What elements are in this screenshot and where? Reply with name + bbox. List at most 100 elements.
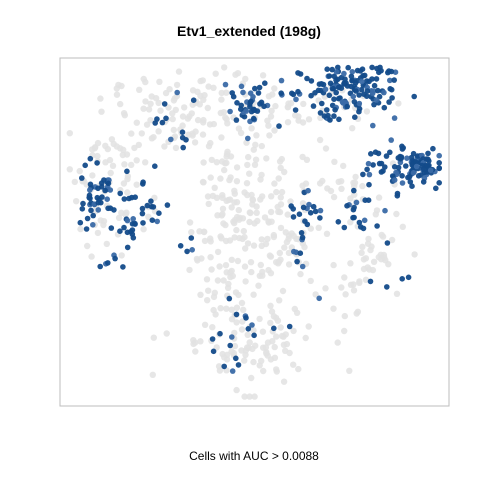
background-cell-point — [305, 116, 313, 123]
selected-cell-point — [317, 215, 323, 221]
background-cell-point — [220, 109, 227, 116]
selected-cell-point — [341, 224, 348, 231]
selected-cell-point — [310, 103, 317, 109]
selected-cell-point — [129, 221, 136, 227]
background-cell-point — [299, 182, 306, 189]
selected-cell-point — [357, 68, 364, 74]
background-cell-point — [245, 153, 252, 161]
background-cell-point — [267, 270, 275, 277]
selected-cell-point — [286, 323, 293, 330]
selected-cell-point — [322, 86, 329, 93]
selected-cell-point — [247, 90, 254, 96]
selected-cell-point — [304, 75, 310, 82]
selected-cell-point — [297, 250, 304, 256]
background-cell-point — [217, 175, 224, 182]
background-cell-point — [200, 159, 207, 166]
selected-cell-point — [150, 204, 157, 210]
selected-cell-point — [94, 160, 100, 166]
selected-cell-point — [333, 77, 339, 83]
background-cell-point — [327, 187, 335, 195]
background-cell-point — [264, 235, 271, 243]
selected-cell-point — [348, 73, 355, 80]
selected-cell-point — [233, 311, 240, 318]
background-cell-point — [145, 213, 152, 220]
selected-cell-point — [351, 187, 357, 194]
selected-cell-point — [293, 96, 299, 103]
background-cell-point — [120, 180, 128, 187]
background-cell-point — [338, 284, 345, 291]
background-cell-point — [152, 95, 160, 102]
selected-cell-point — [226, 295, 233, 302]
background-cell-point — [247, 259, 255, 266]
background-cell-point — [210, 84, 217, 92]
selected-cell-point — [144, 202, 151, 209]
background-cell-point — [156, 78, 163, 86]
background-cell-point — [124, 189, 131, 196]
selected-cell-point — [129, 231, 136, 237]
background-cell-point — [113, 143, 121, 150]
background-cell-point — [277, 201, 285, 208]
selected-cell-point — [364, 78, 370, 84]
background-cell-point — [205, 200, 212, 208]
selected-cell-point — [221, 363, 227, 370]
selected-cell-point — [190, 97, 197, 103]
selected-cell-point — [358, 86, 365, 93]
background-cell-point — [118, 82, 125, 90]
background-cell-point — [219, 158, 226, 165]
background-cell-point — [252, 141, 259, 148]
background-cell-point — [380, 251, 388, 259]
selected-cell-point — [326, 92, 333, 99]
selected-cell-point — [177, 243, 184, 249]
background-cell-point — [347, 260, 354, 267]
selected-cell-point — [369, 76, 375, 82]
background-cell-point — [330, 261, 337, 269]
background-cell-point — [179, 122, 186, 129]
selected-cell-point — [291, 248, 297, 255]
background-cell-point — [212, 311, 219, 318]
background-cell-point — [199, 77, 206, 84]
selected-cell-point — [243, 108, 250, 114]
background-cell-point — [238, 347, 245, 354]
background-cell-point — [204, 297, 211, 304]
background-cell-point — [138, 130, 145, 137]
background-cell-point — [287, 198, 294, 205]
selected-cell-point — [361, 72, 368, 79]
background-cell-point — [150, 134, 157, 141]
selected-cell-point — [299, 234, 306, 241]
background-cell-point — [94, 139, 102, 147]
selected-cell-point — [399, 180, 406, 186]
selected-cell-point — [77, 219, 84, 226]
background-cell-point — [228, 204, 235, 211]
background-cell-point — [259, 72, 267, 79]
background-cell-point — [205, 143, 213, 150]
background-cell-point — [399, 223, 406, 230]
background-cell-point — [208, 266, 215, 273]
background-cell-point — [221, 166, 228, 174]
selected-cell-point — [345, 64, 352, 71]
background-cell-point — [150, 334, 157, 341]
background-cell-point — [244, 161, 251, 169]
selected-cell-point — [399, 276, 406, 282]
background-cell-point — [271, 180, 278, 187]
background-cell-point — [330, 193, 338, 201]
background-cell-point — [235, 291, 242, 299]
selected-cell-point — [300, 204, 307, 211]
background-cell-point — [267, 302, 274, 309]
background-cell-point — [197, 338, 204, 345]
background-cell-point — [315, 224, 322, 231]
selected-cell-point — [378, 160, 385, 167]
background-cell-point — [251, 393, 258, 400]
background-cell-point — [161, 143, 168, 150]
background-cell-point — [233, 199, 241, 206]
selected-cell-point — [105, 260, 111, 266]
background-cell-point — [223, 89, 230, 96]
background-cell-point — [264, 117, 271, 124]
background-cell-point — [232, 71, 239, 78]
background-cell-point — [188, 229, 195, 236]
selected-cell-point — [256, 84, 263, 91]
background-cell-point — [89, 146, 96, 153]
background-cell-point — [263, 155, 270, 162]
background-cell-point — [264, 339, 272, 346]
background-cell-point — [191, 139, 199, 146]
selected-cell-point — [255, 90, 262, 96]
